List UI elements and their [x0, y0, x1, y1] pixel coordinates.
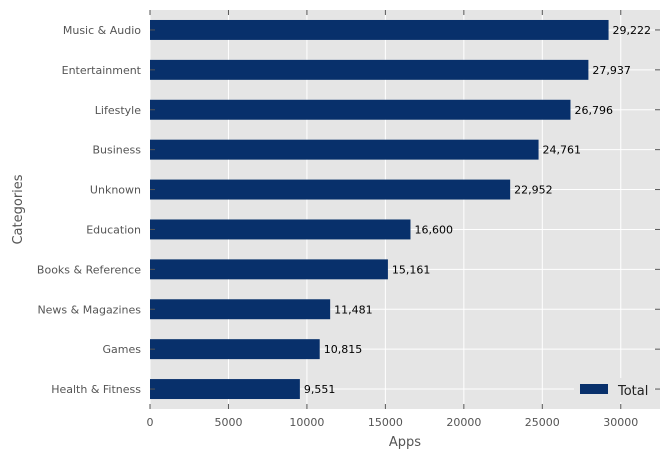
x-tick-label: 5000 — [214, 416, 242, 429]
bar-value-label: 27,937 — [592, 64, 631, 77]
bar-value-label: 26,796 — [574, 104, 613, 117]
bar-value-label: 10,815 — [324, 343, 363, 356]
bar-value-label: 22,952 — [514, 184, 553, 197]
bar — [150, 379, 300, 400]
y-category-label: News & Magazines — [37, 303, 141, 316]
legend-label-total: Total — [617, 384, 648, 399]
x-tick-label: 0 — [147, 416, 154, 429]
bar — [150, 59, 589, 80]
bar — [150, 299, 331, 320]
bar-value-label: 29,222 — [613, 24, 652, 37]
x-tick-label: 25000 — [525, 416, 560, 429]
x-axis-title: Apps — [389, 435, 421, 449]
y-axis-categories: Health & Fitness Games News & Magazines Boo… — [37, 24, 660, 396]
x-tick-label: 30000 — [603, 416, 638, 429]
legend: Total — [574, 378, 654, 402]
y-category-label: Health & Fitness — [51, 383, 141, 396]
y-category-label: Unknown — [90, 184, 141, 197]
bar-value-label: 11,481 — [334, 303, 373, 316]
bar — [150, 339, 320, 360]
bar — [150, 139, 539, 160]
x-tick-label: 10000 — [289, 416, 324, 429]
bar-value-label: 24,761 — [543, 144, 582, 157]
bar — [150, 99, 571, 120]
y-category-label: Business — [92, 144, 141, 157]
y-category-label: Lifestyle — [95, 104, 141, 117]
y-category-label: Games — [103, 343, 142, 356]
y-axis-title: Categories — [11, 174, 26, 244]
bar — [150, 219, 411, 240]
x-axis-ticks: 0 5000 10000 15000 20000 25000 30000 — [147, 10, 638, 429]
x-tick-label: 15000 — [368, 416, 403, 429]
bar-value-label: 9,551 — [304, 383, 336, 396]
y-category-label: Music & Audio — [63, 24, 141, 37]
bar — [150, 179, 511, 200]
bar — [150, 19, 609, 40]
bar-value-label: 16,600 — [414, 223, 453, 236]
x-tick-label: 20000 — [446, 416, 481, 429]
legend-swatch — [580, 384, 608, 394]
y-category-label: Books & Reference — [37, 263, 141, 276]
bar — [150, 259, 388, 280]
y-category-label: Entertainment — [62, 64, 142, 77]
y-category-label: Education — [86, 223, 141, 236]
bars: 9,551 10,815 11,481 15,161 16,600 22,952 24,76… — [150, 19, 652, 400]
bar-value-label: 15,161 — [392, 263, 431, 276]
